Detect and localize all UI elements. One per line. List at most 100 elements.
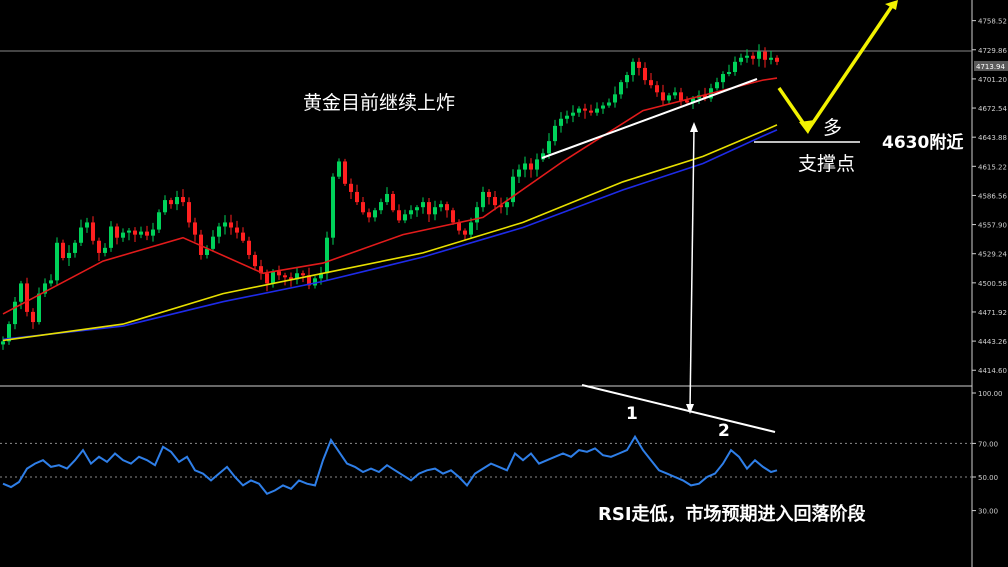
candle-body — [7, 324, 11, 342]
ma-mid-line — [2, 124, 778, 342]
candle-body — [199, 234, 203, 255]
candle-body — [769, 57, 773, 60]
current-price-label: 4713.94 — [976, 63, 1005, 71]
candle-body — [247, 240, 251, 255]
candle-body — [223, 222, 227, 227]
candle-body — [667, 95, 671, 101]
drawings — [541, 0, 898, 433]
divergence-connector — [689, 127, 695, 411]
candle-body — [619, 82, 623, 95]
candle-body — [301, 273, 305, 276]
price-tick-label: 4557.90 — [978, 222, 1007, 230]
candle-body — [457, 222, 461, 231]
candle-body — [715, 82, 719, 89]
candle-body — [259, 266, 263, 274]
long-label: 多 — [823, 117, 843, 139]
support-label: 支撑点 — [798, 153, 856, 175]
candle-body — [685, 100, 689, 103]
candle-body — [355, 191, 359, 203]
ma-slow-line — [2, 129, 778, 341]
candle-body — [337, 161, 341, 177]
candle-body — [67, 252, 71, 259]
candle-body — [73, 242, 77, 253]
candle-body — [559, 118, 563, 126]
candle-body — [775, 57, 779, 62]
candle-body — [97, 240, 101, 253]
candle-body — [553, 125, 557, 142]
price-tick-label: 4414.60 — [978, 367, 1007, 375]
candle-body — [331, 176, 335, 238]
rsi-panel — [0, 434, 972, 496]
candle-body — [151, 229, 155, 236]
candle-body — [415, 207, 419, 211]
candle-body — [25, 283, 29, 312]
rsi-note: RSI走低，市场预期进入回落阶段 — [598, 504, 866, 525]
price-tick-label: 4586.56 — [978, 192, 1007, 200]
candle-body — [745, 55, 749, 58]
candle-body — [253, 254, 257, 267]
candle-body — [49, 280, 53, 284]
rsi-tick-label: 30.00 — [978, 508, 998, 516]
candle-body — [307, 275, 311, 286]
candle-body — [577, 108, 581, 113]
projection-arrow-down-head — [799, 120, 815, 134]
price-tick-label: 4500.58 — [978, 280, 1007, 288]
candle-body — [655, 85, 659, 93]
candle-body — [487, 191, 491, 198]
candle-body — [469, 222, 473, 235]
rsi-divergence-line — [581, 384, 776, 433]
candle-body — [373, 210, 377, 218]
rsi-tick-label: 70.00 — [978, 440, 998, 448]
candle-body — [43, 283, 47, 294]
candle-body — [721, 74, 725, 83]
candle-body — [133, 230, 137, 235]
candle-body — [409, 210, 413, 215]
candle-body — [637, 61, 641, 68]
candle-body — [649, 80, 653, 86]
candle-body — [625, 75, 629, 83]
candle-body — [181, 197, 185, 203]
candle-body — [127, 230, 131, 233]
price-axis: 4758.52 4729.86 4701.20 4672.54 4643.88 4615.… — [972, 18, 1008, 516]
candle-body — [613, 94, 617, 103]
candle-body — [85, 222, 89, 228]
candle-body — [217, 226, 221, 237]
candle-body — [31, 311, 35, 323]
candle-body — [163, 200, 167, 213]
candle-body — [499, 205, 503, 208]
candle-body — [61, 242, 65, 259]
candle-body — [451, 210, 455, 223]
candle-body — [535, 159, 539, 170]
candle-body — [271, 271, 275, 284]
candle-body — [643, 67, 647, 81]
candle-body — [187, 202, 191, 223]
candle-body — [511, 176, 515, 203]
candle-body — [433, 207, 437, 215]
candle-body — [13, 301, 17, 325]
candle-body — [523, 163, 527, 170]
candle-body — [661, 92, 665, 101]
candle-body — [91, 222, 95, 241]
candle-body — [631, 61, 635, 76]
rsi-tick-label: 50.00 — [978, 474, 998, 482]
candle-body — [205, 248, 209, 255]
candle-body — [115, 226, 119, 238]
candle-body — [385, 193, 389, 203]
candle-body — [55, 242, 59, 281]
candle-body — [235, 227, 239, 233]
projection-arrow-up-head — [885, 0, 898, 10]
candle-body — [289, 277, 293, 280]
candle-body — [739, 57, 743, 62]
candle-body — [529, 163, 533, 170]
candle-body — [295, 273, 299, 280]
candle-body — [505, 202, 509, 208]
candle-body — [763, 51, 767, 60]
connector-arrow-down — [686, 404, 694, 414]
price-tick-label: 4643.88 — [978, 134, 1007, 142]
price-tick-label: 4758.52 — [978, 18, 1007, 26]
candle-body — [241, 232, 245, 241]
candle-body — [679, 92, 683, 101]
candle-body — [595, 108, 599, 113]
candle-body — [751, 55, 755, 59]
